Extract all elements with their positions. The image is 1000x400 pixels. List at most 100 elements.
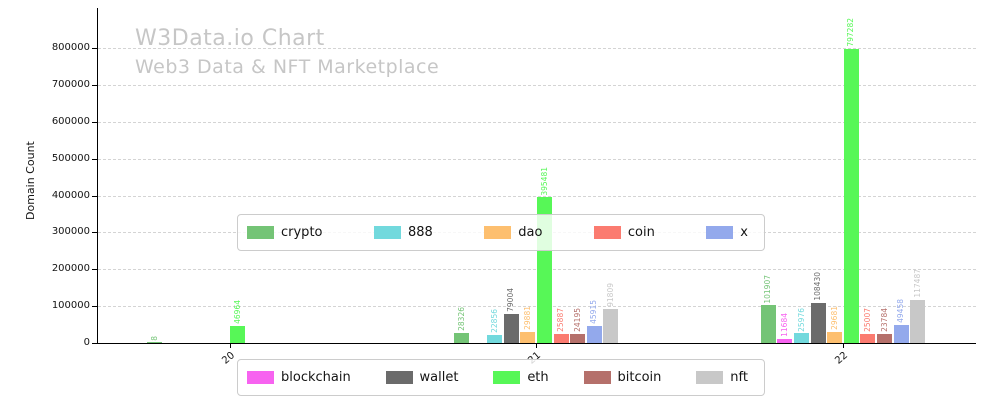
bar-eth-22 <box>843 49 859 343</box>
bar-crypto-22 <box>760 305 776 343</box>
bar-value-label: 29881 <box>522 306 532 330</box>
gridline <box>98 195 976 197</box>
bar-nft-21 <box>603 309 619 343</box>
y-tick-mark <box>92 195 97 197</box>
legend-item-bitcoin: bitcoin <box>583 370 662 385</box>
y-tick-mark <box>92 121 97 123</box>
gridline <box>98 84 976 86</box>
bar-value-label: 25976 <box>796 307 806 332</box>
legend-row-1: crypto 888 dao coin x <box>237 214 765 251</box>
legend-item-coin: coin <box>593 225 655 240</box>
legend-swatch-wallet <box>385 371 413 384</box>
y-tick-mark <box>92 84 97 86</box>
bar-eth-20 <box>230 325 246 343</box>
bar-value-label: 25007 <box>862 307 872 332</box>
bar-coin-21 <box>553 333 569 343</box>
bar-bitcoin-21 <box>570 334 586 343</box>
legend-item-888: 888 <box>373 225 433 240</box>
legend-swatch-coin <box>593 226 621 239</box>
y-tick-mark <box>92 269 97 271</box>
legend-swatch-888 <box>373 226 401 239</box>
bar-x-22 <box>893 324 909 343</box>
bar-value-label: 28326 <box>456 306 466 331</box>
legend-label-wallet: wallet <box>419 370 459 385</box>
bar-value-label: 45915 <box>589 300 599 325</box>
legend-swatch-crypto <box>247 226 274 239</box>
y-tick-label: 100000 <box>51 300 90 312</box>
bar-value-label: 29681 <box>829 306 839 331</box>
bar-value-label: 101907 <box>763 274 773 304</box>
bar-value-label: 108430 <box>813 272 823 301</box>
bar-value-label: 46964 <box>232 299 242 324</box>
bar-value-label: 395481 <box>539 166 549 196</box>
y-tick-mark <box>92 48 97 49</box>
chart-subtitle: Web3 Data & NFT Marketplace <box>135 56 440 78</box>
bar-value-label: 22856 <box>489 308 499 333</box>
y-tick-label: 800000 <box>51 42 90 53</box>
y-tick-label: 400000 <box>51 189 90 201</box>
y-tick-mark <box>92 343 97 344</box>
legend-swatch-dao <box>484 226 512 239</box>
bar-wallet-22 <box>810 303 826 343</box>
x-tick-label: 20 <box>219 350 237 367</box>
legend-label-bitcoin: bitcoin <box>617 370 662 385</box>
bar-888-22 <box>794 333 809 343</box>
bar-value-label: 117487 <box>912 269 922 298</box>
y-axis-line <box>97 8 98 343</box>
legend-item-crypto: crypto <box>247 225 323 240</box>
legend-label-888: 888 <box>407 225 433 240</box>
bar-crypto-21 <box>454 332 469 343</box>
bar-value-label: 91809 <box>605 283 615 308</box>
legend-label-eth: eth <box>527 370 549 385</box>
gridline <box>98 158 976 160</box>
bar-value-label: 8 <box>149 335 159 341</box>
legend-item-blockchain: blockchain <box>247 370 351 385</box>
x-tick-mark <box>843 343 844 348</box>
bar-nft-22 <box>910 299 926 343</box>
bar-value-label: 797282 <box>846 18 856 47</box>
bar-x-21 <box>586 326 602 343</box>
legend-swatch-x <box>706 226 734 239</box>
legend-label-crypto: crypto <box>281 225 323 240</box>
x-tick-mark <box>229 343 231 348</box>
gridline <box>98 48 976 49</box>
bar-value-label: 79004 <box>506 288 516 312</box>
y-tick-mark <box>92 232 97 234</box>
y-tick-mark <box>92 158 97 160</box>
bar-value-label: 24195 <box>572 308 582 333</box>
legend-swatch-eth <box>493 371 521 384</box>
y-tick-label: 500000 <box>51 152 90 164</box>
bar-blockchain-22 <box>777 338 793 343</box>
legend-label-blockchain: blockchain <box>281 370 351 385</box>
legend-label-dao: dao <box>518 225 543 240</box>
legend-item-nft: nft <box>696 370 748 385</box>
legend-label-coin: coin <box>627 225 655 240</box>
legend-label-nft: nft <box>730 370 748 385</box>
bar-bitcoin-22 <box>877 334 892 343</box>
bar-dao-22 <box>827 332 843 343</box>
x-tick-label: 22 <box>833 350 851 367</box>
y-tick-label: 300000 <box>51 226 90 238</box>
bar-coin-22 <box>860 333 876 343</box>
legend-item-eth: eth <box>493 370 549 385</box>
legend-item-x: x <box>706 225 748 240</box>
y-tick-mark <box>92 306 97 308</box>
legend-swatch-bitcoin <box>583 371 611 384</box>
y-tick-label: 200000 <box>51 263 90 275</box>
chart-title: W3Data.io Chart <box>135 26 325 51</box>
bar-dao-21 <box>520 332 536 343</box>
bar-888-21 <box>487 334 503 343</box>
bar-value-label: 49458 <box>896 298 906 323</box>
bar-value-label: 23784 <box>879 308 889 333</box>
bar-wallet-21 <box>503 313 519 343</box>
y-tick-label: 600000 <box>51 115 90 127</box>
legend-swatch-blockchain <box>247 371 274 384</box>
legend-swatch-nft <box>696 371 724 384</box>
y-tick-label: 0 <box>83 337 90 348</box>
bar-value-label: 11684 <box>779 312 789 337</box>
bar-crypto-20 <box>147 342 163 343</box>
gridline <box>98 121 976 123</box>
legend-item-wallet: wallet <box>385 370 459 385</box>
y-tick-label: 700000 <box>51 78 90 90</box>
